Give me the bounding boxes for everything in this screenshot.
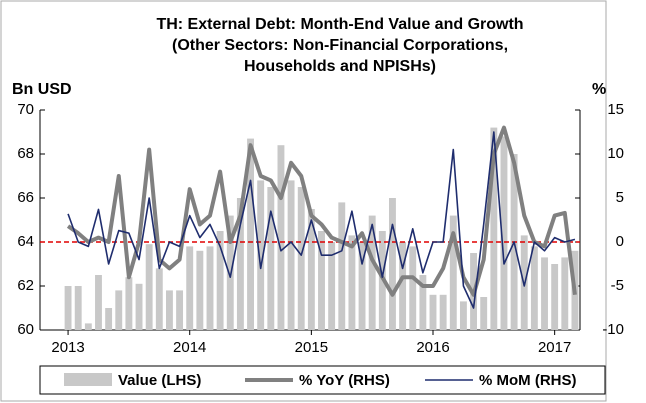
chart-title: TH: External Debt: Month-End Value and G… <box>156 16 523 33</box>
bar <box>176 290 184 330</box>
bar <box>338 202 346 330</box>
x-tick-label: 2014 <box>173 339 206 356</box>
bar <box>247 138 254 330</box>
bar <box>226 215 234 330</box>
bar <box>267 187 275 330</box>
y-tick-label: 68 <box>17 145 34 162</box>
bar <box>419 275 427 330</box>
bar <box>155 268 163 330</box>
bar <box>287 180 295 330</box>
bar <box>297 187 305 330</box>
bar <box>389 198 396 330</box>
bar <box>84 323 92 330</box>
bar <box>500 136 508 330</box>
x-tick-label: 2016 <box>416 339 449 356</box>
bar <box>165 290 173 330</box>
legend-label: % MoM (RHS) <box>479 372 577 389</box>
y2-tick-label: 0 <box>616 233 624 250</box>
legend-box <box>39 365 606 395</box>
bar <box>115 290 123 330</box>
y2-axis-label: % <box>592 81 606 98</box>
legend-swatch <box>64 373 112 386</box>
bar <box>541 257 548 330</box>
bar <box>125 277 133 330</box>
legend-label: Value (LHS) <box>118 372 201 389</box>
bar <box>490 127 498 330</box>
bar <box>105 308 113 330</box>
y-tick-label: 60 <box>17 321 34 338</box>
bar <box>216 231 224 330</box>
bar <box>64 286 72 330</box>
bar <box>206 246 214 330</box>
bar <box>236 198 244 330</box>
chart-title: (Other Sectors: Non-Financial Corporatio… <box>172 37 508 54</box>
bar <box>186 246 194 330</box>
bar <box>480 297 488 330</box>
bar <box>348 235 356 330</box>
bar <box>551 264 559 330</box>
y2-tick-label: 10 <box>607 145 624 162</box>
bar <box>429 294 437 330</box>
bar <box>530 246 538 330</box>
bar <box>135 283 143 330</box>
bar <box>399 242 407 330</box>
y2-tick-label: -5 <box>611 277 624 294</box>
bar <box>328 242 336 330</box>
bar <box>257 180 265 330</box>
y2-tick-label: 15 <box>607 101 624 118</box>
bar <box>561 257 569 330</box>
line <box>66 125 577 297</box>
y-tick-label: 70 <box>17 101 34 118</box>
bar <box>277 145 285 330</box>
y-tick-label: 62 <box>17 277 34 294</box>
bar <box>318 231 325 330</box>
line <box>67 131 576 309</box>
bar <box>459 301 467 330</box>
x-tick-label: 2013 <box>51 339 84 356</box>
y2-tick-label: 5 <box>616 189 624 206</box>
bar <box>449 215 457 330</box>
x-tick-label: 2015 <box>295 339 328 356</box>
y-tick-label: 64 <box>17 233 34 250</box>
bar <box>307 209 315 330</box>
y2-tick-label: -10 <box>602 321 624 338</box>
y-axis-label: Bn USD <box>12 81 72 98</box>
bar <box>74 286 82 330</box>
bar <box>409 246 417 330</box>
bar <box>145 244 153 330</box>
chart-title: Households and NPISHs) <box>244 58 436 75</box>
bar <box>95 275 102 330</box>
bar <box>368 215 376 330</box>
y-tick-label: 66 <box>17 189 34 206</box>
bar <box>439 294 447 330</box>
legend-label: % YoY (RHS) <box>299 372 390 389</box>
bar <box>358 242 366 330</box>
x-tick-label: 2017 <box>538 339 571 356</box>
bar <box>196 250 204 330</box>
